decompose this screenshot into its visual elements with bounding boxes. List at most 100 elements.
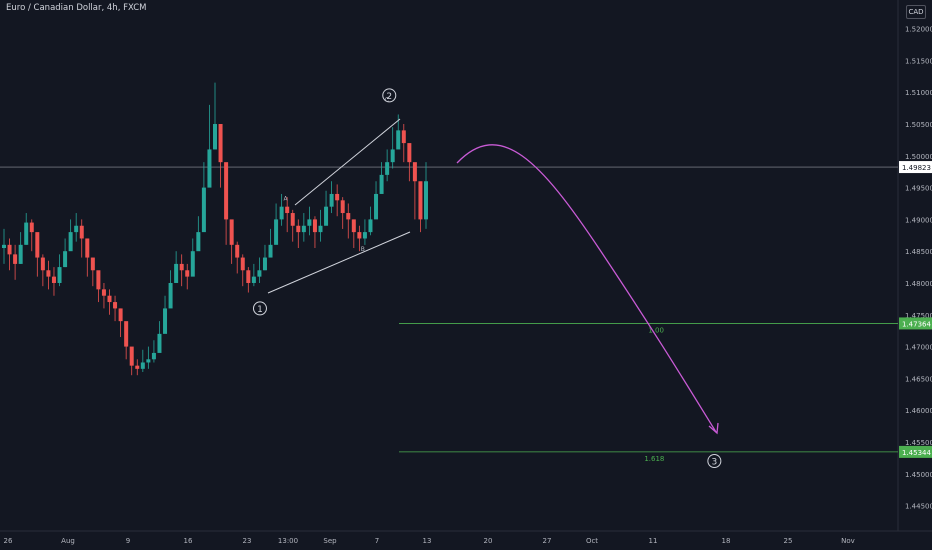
time-tick-label: 25 <box>784 537 793 545</box>
last-price-label: 1.49823 <box>902 164 931 172</box>
candle-body <box>424 181 428 220</box>
candle-body <box>46 270 51 277</box>
price-tick-label: 1.47500 <box>905 312 932 320</box>
candle-body <box>346 213 351 220</box>
candle-body <box>290 213 295 226</box>
candle-body <box>335 193 340 201</box>
candle-body <box>362 232 367 239</box>
candle-body <box>79 225 84 239</box>
candle-body <box>390 149 395 163</box>
candle-body <box>90 257 95 271</box>
candle-body <box>285 206 290 214</box>
fib-levels: 1.47364 1.00 1.45344 1.618 <box>399 317 932 463</box>
candle-body <box>401 130 406 144</box>
candle-body <box>274 219 279 245</box>
candle-body <box>218 124 223 163</box>
candles <box>2 82 428 376</box>
price-tick-label: 1.49000 <box>905 216 932 224</box>
time-tick-label: 9 <box>126 537 130 545</box>
price-tick-label: 1.48500 <box>905 248 932 256</box>
candle-body <box>257 270 262 277</box>
wave-label-circle <box>252 301 267 316</box>
price-tick-label: 1.51500 <box>905 57 932 65</box>
candle-body <box>246 270 251 283</box>
price-tick-label: 1.47000 <box>905 344 932 352</box>
candle-body <box>151 352 156 360</box>
candle-body <box>357 232 362 239</box>
candle-body <box>107 295 112 303</box>
time-tick-label: 27 <box>543 537 552 545</box>
candle-body <box>118 308 123 322</box>
abc-label-A: A <box>284 195 289 202</box>
wedge-lines <box>267 118 411 294</box>
candle-body <box>229 219 234 245</box>
chart-title: Euro / Canadian Dollar, 4h, FXCM <box>6 3 147 13</box>
wave-label-2: 2 <box>386 92 392 102</box>
candle-body <box>140 362 145 369</box>
fib-level-price-label: 1.45344 <box>902 449 931 457</box>
last-price-tag <box>899 161 932 174</box>
wave-labels: 1 2 3 A B C <box>252 88 722 469</box>
time-tick-label: 13:00 <box>278 537 298 545</box>
candle-body <box>324 206 329 226</box>
fib-level-price-label: 1.47364 <box>902 320 931 328</box>
candle-body <box>74 225 79 233</box>
wave-label-circle <box>382 88 397 103</box>
time-tick-label: Aug <box>61 537 75 545</box>
candle-body <box>190 251 195 277</box>
abc-label-C: C <box>385 97 389 104</box>
time-tick-label: 20 <box>484 537 493 545</box>
candle-body <box>179 263 184 271</box>
candle-body <box>201 187 206 233</box>
price-tick-label: 1.52000 <box>905 26 932 34</box>
price-tick-label: 1.50500 <box>905 121 932 129</box>
candle-body <box>296 225 301 233</box>
candle-body <box>68 232 73 252</box>
wave-label-3: 3 <box>711 458 717 468</box>
candle-body <box>63 251 68 268</box>
candle-body <box>96 270 101 290</box>
candle-body <box>418 181 423 220</box>
candle-body <box>40 257 45 271</box>
price-tick-label: 1.46500 <box>905 375 932 383</box>
candle-body <box>207 149 212 188</box>
fib-level-price-tag <box>899 445 932 458</box>
time-tick-label: Oct <box>586 537 598 545</box>
price-tick-label: 1.48000 <box>905 280 932 288</box>
candle-body <box>301 225 306 233</box>
candle-body <box>135 365 140 369</box>
time-tick-label: 23 <box>243 537 252 545</box>
wedge-upper-line <box>294 118 401 206</box>
wave-label-1: 1 <box>257 305 263 315</box>
candle-body <box>113 302 118 309</box>
candle-body <box>318 225 323 233</box>
candle-body <box>240 257 245 271</box>
candle-body <box>385 162 390 175</box>
candle-body <box>396 130 401 150</box>
candle-body <box>379 174 384 194</box>
fib-ratio-label: 1.00 <box>648 326 664 334</box>
price-tick-label: 1.44500 <box>905 503 932 511</box>
time-tick-label: 16 <box>184 537 193 545</box>
price-tick-label: 1.45000 <box>905 471 932 479</box>
candle-body <box>168 282 173 309</box>
time-tick-label: Sep <box>323 537 337 545</box>
candle-body <box>196 232 201 252</box>
candle-body <box>251 276 256 283</box>
last-price-line: 1.49823 <box>0 161 932 174</box>
price-tick-label: 1.45500 <box>905 439 932 447</box>
candle-body <box>412 162 417 182</box>
currency-badge[interactable]: CAD <box>906 5 926 19</box>
candle-body <box>268 244 273 258</box>
wedge-lower-line <box>267 231 411 294</box>
candle-body <box>224 162 229 220</box>
candle-body <box>51 276 56 283</box>
candle-body <box>351 219 356 233</box>
fib-level-price-tag <box>899 317 932 330</box>
candle-body <box>163 308 168 334</box>
time-tick-label: 18 <box>722 537 731 545</box>
candle-body <box>312 219 317 233</box>
candle-body <box>307 219 312 226</box>
candle-body <box>101 289 106 296</box>
